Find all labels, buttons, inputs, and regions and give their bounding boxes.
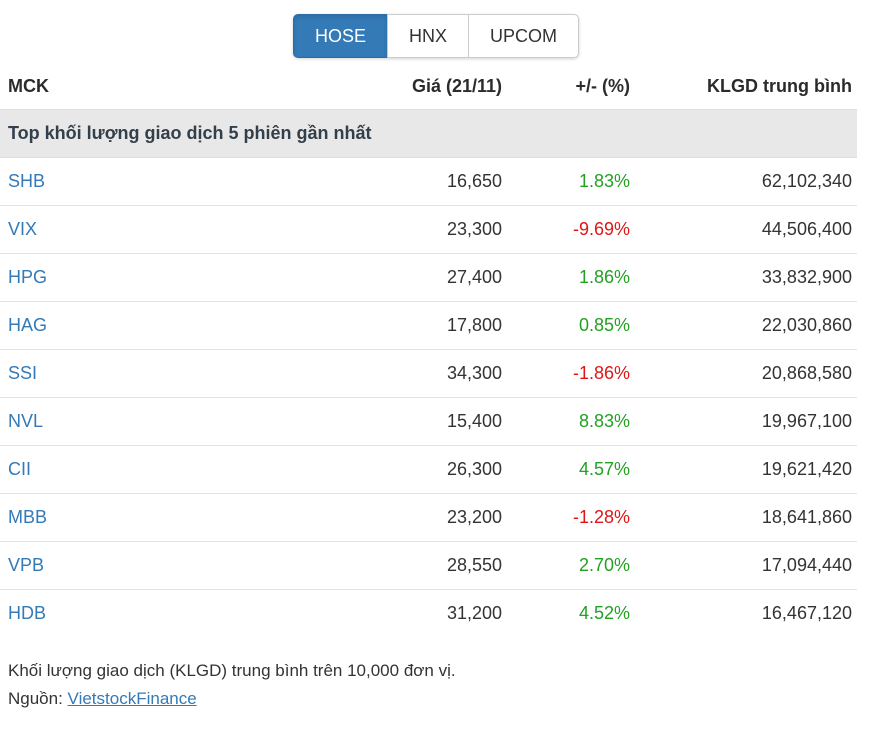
table-row: CII 26,300 4.57% 19,621,420: [0, 445, 857, 494]
ticker-link[interactable]: VIX: [8, 219, 38, 239]
change-cell: 4.57%: [507, 445, 635, 494]
price-cell: 17,800: [357, 301, 507, 350]
ticker-cell: SSI: [0, 349, 357, 398]
volume-cell: 62,102,340: [635, 157, 857, 206]
ticker-link[interactable]: SSI: [8, 363, 38, 383]
price-cell: 27,400: [357, 253, 507, 302]
volume-cell: 18,641,860: [635, 493, 857, 542]
volume-cell: 20,868,580: [635, 349, 857, 398]
price-cell: 26,300: [357, 445, 507, 494]
change-cell: -1.28%: [507, 493, 635, 542]
change-cell: 1.86%: [507, 253, 635, 302]
change-cell: 0.85%: [507, 301, 635, 350]
ticker-link[interactable]: VPB: [8, 555, 45, 575]
change-cell: 8.83%: [507, 397, 635, 446]
volume-cell: 19,967,100: [635, 397, 857, 446]
column-header-price: Giá (21/11): [357, 61, 507, 110]
volume-cell: 19,621,420: [635, 445, 857, 494]
column-header-volume: KLGD trung bình: [635, 61, 857, 110]
ticker-cell: VIX: [0, 205, 357, 254]
ticker-cell: HAG: [0, 301, 357, 350]
column-header-change: +/- (%): [507, 61, 635, 110]
tab-upcom[interactable]: UPCOM: [468, 14, 580, 58]
volume-cell: 17,094,440: [635, 541, 857, 590]
column-header-ticker: MCK: [0, 61, 357, 110]
volume-cell: 22,030,860: [635, 301, 857, 350]
change-cell: -1.86%: [507, 349, 635, 398]
ticker-link[interactable]: HDB: [8, 603, 47, 623]
change-cell: 2.70%: [507, 541, 635, 590]
ticker-cell: MBB: [0, 493, 357, 542]
tab-hnx[interactable]: HNX: [387, 14, 470, 58]
ticker-cell: SHB: [0, 157, 357, 206]
ticker-link[interactable]: HPG: [8, 267, 48, 287]
tab-hose[interactable]: HOSE: [292, 14, 388, 58]
volume-footnote: Khối lượng giao dịch (KLGD) trung bình t…: [8, 661, 456, 680]
table-header-row: MCK Giá (21/11) +/- (%) KLGD trung bình: [0, 61, 857, 110]
price-cell: 23,300: [357, 205, 507, 254]
table-row: VPB 28,550 2.70% 17,094,440: [0, 541, 857, 590]
source-line: Nguồn: VietstockFinance: [8, 685, 864, 713]
change-cell: 4.52%: [578, 603, 630, 623]
table-row: MBB 23,200 -1.28% 18,641,860: [0, 493, 857, 542]
volume-cell: 16,467,120: [761, 603, 852, 623]
price-cell: 31,200: [446, 603, 502, 623]
price-cell: 28,550: [357, 541, 507, 590]
price-cell: 23,200: [357, 493, 507, 542]
stock-table: MCK Giá (21/11) +/- (%) KLGD trung bình …: [0, 61, 857, 637]
change-cell: 1.83%: [507, 157, 635, 206]
ticker-link[interactable]: MBB: [8, 507, 48, 527]
table-row: SSI 34,300 -1.86% 20,868,580: [0, 349, 857, 398]
table-row: VIX 23,300 -9.69% 44,506,400: [0, 205, 857, 254]
ticker-cell: NVL: [0, 397, 357, 446]
source-link[interactable]: VietstockFinance: [67, 689, 197, 708]
volume-cell: 33,832,900: [635, 253, 857, 302]
ticker-cell: CII: [0, 445, 357, 494]
ticker-link[interactable]: NVL: [8, 411, 44, 431]
table-row: HAG 17,800 0.85% 22,030,860: [0, 301, 857, 350]
exchange-tab-group: HOSE HNX UPCOM: [292, 14, 580, 58]
table-row: SHB 16,650 1.83% 62,102,340: [0, 157, 857, 206]
stock-table-body: Top khối lượng giao dịch 5 phiên gần nhấ…: [0, 109, 857, 638]
exchange-tabs: HOSE HNX UPCOM: [0, 0, 872, 58]
ticker-cell: VPB: [0, 541, 357, 590]
ticker-link[interactable]: SHB: [8, 171, 46, 191]
volume-cell: 44,506,400: [635, 205, 857, 254]
ticker-cell: HPG: [0, 253, 357, 302]
price-cell: 15,400: [357, 397, 507, 446]
table-row: HPG 27,400 1.86% 33,832,900: [0, 253, 857, 302]
change-cell: -9.69%: [507, 205, 635, 254]
price-cell: 34,300: [357, 349, 507, 398]
table-row: NVL 15,400 8.83% 19,967,100: [0, 397, 857, 446]
ticker-cell: HDB: [0, 590, 357, 638]
ticker-link[interactable]: CII: [8, 459, 32, 479]
table-row: HDB 31,200 4.52% 16,467,120: [0, 590, 857, 638]
source-label: Nguồn:: [8, 689, 68, 708]
price-cell: 16,650: [357, 157, 507, 206]
ticker-link[interactable]: HAG: [8, 315, 48, 335]
section-title: Top khối lượng giao dịch 5 phiên gần nhấ…: [0, 109, 857, 158]
section-header-row: Top khối lượng giao dịch 5 phiên gần nhấ…: [0, 109, 857, 158]
footer: Khối lượng giao dịch (KLGD) trung bình t…: [0, 637, 872, 713]
